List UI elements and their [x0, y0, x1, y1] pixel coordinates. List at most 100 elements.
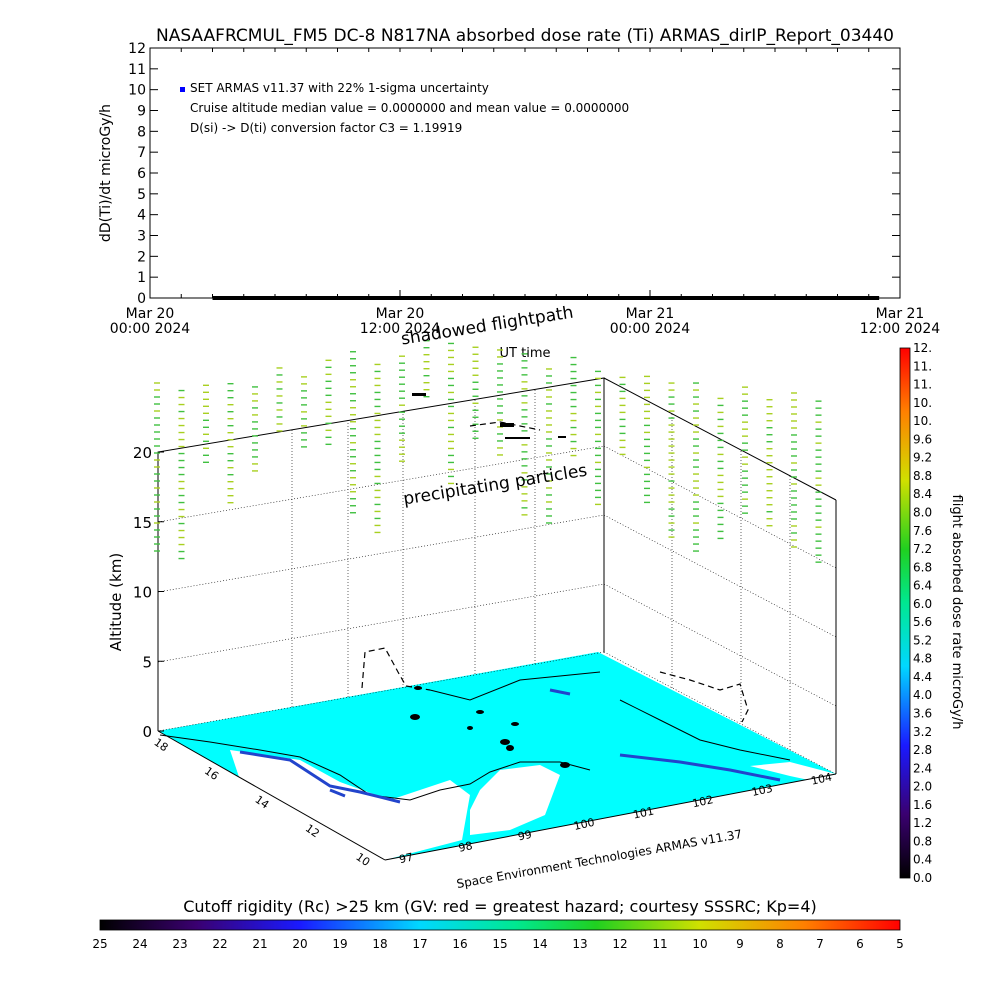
coastline [159, 671, 791, 801]
colorbar-tick-label: 1.2 [913, 816, 932, 830]
cutoff-tick-label: 5 [896, 937, 904, 951]
altitude-axis: 0 5 10 15 20 [133, 444, 164, 741]
flight-markers-high [412, 393, 566, 439]
colorbar-tick-label: 0.4 [913, 853, 932, 867]
colorbar-tick-label: 7.2 [913, 542, 932, 556]
colorbar-tick-label: 7.6 [913, 524, 932, 538]
colorbar-tick-label: 4.0 [913, 688, 932, 702]
colorbar-tick-label: 3.6 [913, 707, 932, 721]
x-tick-time: 00:00 2024 [610, 321, 691, 337]
cutoff-rigidity-title: Cutoff rigidity (Rc) >25 km (GV: red = g… [183, 897, 817, 916]
cutoff-rigidity-colorbar: Cutoff rigidity (Rc) >25 km (GV: red = g… [92, 897, 903, 951]
y-tick-label: 12 [128, 41, 146, 57]
x-tick-time: 00:00 2024 [110, 321, 191, 337]
flight-track [361, 421, 749, 723]
colorbar-tick-label: 11. [913, 359, 932, 373]
cutoff-tick-label: 22 [212, 937, 227, 951]
y-tick-label: 10 [128, 83, 146, 99]
coast-blank-region [230, 750, 470, 860]
y-tick-label: 6 [137, 166, 146, 182]
cutoff-tick-label: 23 [172, 937, 187, 951]
x-tick-time: 12:00 2024 [860, 321, 941, 337]
latitude-tick-label: 18 [152, 736, 171, 755]
cutoff-tick-label: 6 [856, 937, 864, 951]
colorbar-tick-label: 9.6 [913, 432, 932, 446]
figure-title: NASAAFRCMUL_FM5 DC-8 N817NA absorbed dos… [156, 26, 894, 46]
colorbar-tick-label: 6.0 [913, 597, 932, 611]
colorbar-tick-label: 6.4 [913, 579, 932, 593]
longitude-tick-label: 101 [632, 805, 655, 822]
colorbar-tick-label: 8.4 [913, 487, 932, 501]
y-tick-label: 7 [137, 145, 146, 161]
cutoff-tick-label: 11 [652, 937, 667, 951]
cutoff-tick-label: 18 [372, 937, 387, 951]
cutoff-tick-label: 17 [412, 937, 427, 951]
y-tick-label: 2 [137, 249, 146, 265]
legend-marker [180, 87, 185, 92]
longitude-tick-label: 103 [751, 782, 774, 799]
longitude-tick-label: 99 [517, 828, 533, 844]
colorbar-tick-label: 2.0 [913, 780, 932, 794]
colorbar-tick-label: 3.2 [913, 725, 932, 739]
y-tick-label: 5 [137, 187, 146, 203]
legend-entry: SET ARMAS v11.37 with 22% 1-sigma uncert… [190, 81, 489, 95]
colorbar-tick-label: 8.0 [913, 505, 932, 519]
conversion-factor-annotation: D(si) -> D(ti) conversion factor C3 = 1.… [190, 121, 462, 135]
land-edge [239, 688, 781, 804]
colorbar-tick-label: 5.2 [913, 633, 932, 647]
x-tick-time: 12:00 2024 [360, 321, 441, 337]
y-tick-label: 8 [137, 124, 146, 140]
precipitating-particles-label: precipitating particles [402, 461, 589, 510]
y-tick-label: 4 [137, 208, 146, 224]
coast-blank-region-3 [750, 762, 836, 782]
cutoff-tick-label: 8 [776, 937, 784, 951]
cutoff-tick-label: 7 [816, 937, 824, 951]
colorbar-tick-label: 10. [913, 396, 932, 410]
colorbar-tick-label: 2.8 [913, 743, 932, 757]
x-tick-date: Mar 21 [626, 306, 675, 322]
longitude-axis: 97 98 99 100 101 102 103 104 [398, 771, 833, 867]
dose-rate-colorbar-ticks: 0.0 0.4 0.8 1.2 1.6 2.0 2.4 2.8 3.2 3.6 4.0 4.4 4.8 5… [913, 341, 932, 885]
dose-rate-colorbar: 0.0 0.4 0.8 1.2 1.6 2.0 2.4 2.8 3.2 3.6 4.0 4.4 4.8 5… [899, 341, 964, 885]
colorbar-tick-label: 0.8 [913, 834, 932, 848]
altitude-axis-label: Altitude (km) [107, 553, 125, 651]
colorbar-tick-label: 11. [913, 378, 932, 392]
colorbar-tick-label: 0.0 [913, 871, 932, 885]
colorbar-tick-label: 5.6 [913, 615, 932, 629]
longitude-tick-label: 104 [810, 771, 833, 788]
dose-rate-y-label: dD(Ti)/dt microGy/h [98, 104, 114, 242]
longitude-tick-label: 97 [398, 850, 414, 866]
longitude-tick-label: 98 [457, 839, 473, 855]
cutoff-tick-label: 14 [532, 937, 547, 951]
colorbar-tick-label: 4.4 [913, 670, 932, 684]
cutoff-rigidity-ticks: 25 24 23 22 21 20 19 18 17 16 15 14 13 12 11 10 9 8 7 6 5 [92, 937, 903, 951]
cutoff-tick-label: 13 [572, 937, 587, 951]
x-tick-date: Mar 20 [376, 306, 425, 322]
cutoff-tick-label: 10 [692, 937, 707, 951]
y-tick-label: 1 [137, 270, 146, 286]
altitude-tick-label: 20 [133, 444, 152, 462]
longitude-tick-label: 102 [691, 793, 714, 810]
colorbar-tick-label: 10. [913, 414, 932, 428]
latitude-tick-label: 16 [202, 764, 221, 783]
x-tick-date: Mar 20 [126, 306, 175, 322]
cutoff-tick-label: 24 [132, 937, 147, 951]
cruise-stats-annotation: Cruise altitude median value = 0.0000000… [190, 101, 629, 115]
colorbar-tick-label: 2.4 [913, 761, 932, 775]
cutoff-tick-label: 12 [612, 937, 627, 951]
y-tick-label: 3 [137, 229, 146, 245]
colorbar-tick-label: 1.6 [913, 798, 932, 812]
precipitating-particles [154, 339, 822, 563]
cutoff-tick-label: 25 [92, 937, 107, 951]
cutoff-tick-label: 19 [332, 937, 347, 951]
shadowed-flightpath-label: shadowed flightpath [400, 303, 575, 350]
y-tick-label: 0 [137, 291, 146, 307]
x-tick-date: Mar 21 [876, 306, 925, 322]
y-tick-label: 9 [137, 104, 146, 120]
latitude-tick-label: 10 [353, 850, 372, 869]
